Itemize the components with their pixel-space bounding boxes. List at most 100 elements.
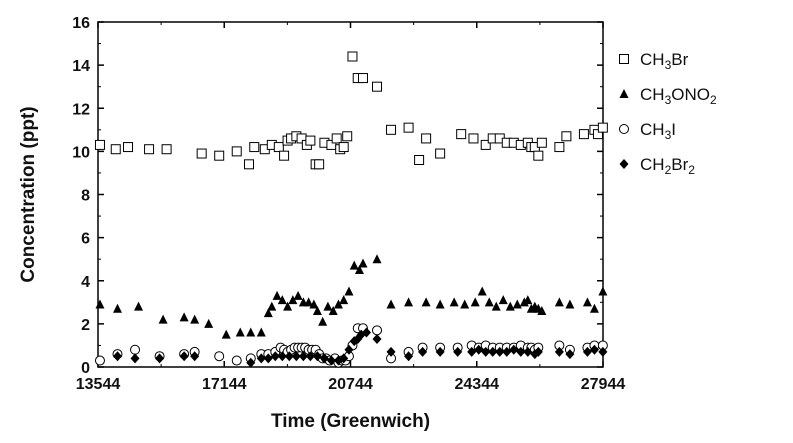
data-point xyxy=(421,297,431,307)
data-point xyxy=(246,327,256,337)
data-point xyxy=(435,299,445,309)
data-point xyxy=(339,295,349,305)
data-point xyxy=(582,297,592,307)
data-point xyxy=(372,81,383,92)
data-point xyxy=(155,353,165,364)
y-axis-title: Concentration (ppt) xyxy=(18,106,39,282)
data-point xyxy=(326,355,336,366)
data-point xyxy=(505,301,515,311)
data-point xyxy=(354,264,364,274)
data-point xyxy=(435,148,446,159)
data-point xyxy=(309,299,319,309)
data-point xyxy=(328,305,338,315)
x-tick-label: 20744 xyxy=(328,376,373,393)
series-ch3i xyxy=(94,323,608,368)
data-point xyxy=(214,351,225,362)
legend-marker xyxy=(619,124,629,134)
data-point xyxy=(474,344,484,355)
data-point xyxy=(404,351,414,362)
x-tick-label: 17144 xyxy=(202,376,247,393)
data-point xyxy=(339,353,349,364)
data-point xyxy=(277,351,287,362)
data-point xyxy=(333,299,343,309)
series-ch2br2 xyxy=(112,327,608,368)
data-point xyxy=(582,346,592,357)
data-point xyxy=(204,318,214,328)
legend-marker xyxy=(619,159,629,169)
data-point xyxy=(554,142,565,153)
data-point xyxy=(418,346,428,357)
data-point xyxy=(537,305,547,315)
data-point xyxy=(94,139,105,150)
data-point xyxy=(272,290,282,300)
data-point xyxy=(468,133,479,144)
data-point xyxy=(453,346,463,357)
data-point xyxy=(598,346,608,357)
y-tick-label: 10 xyxy=(72,144,90,161)
data-point xyxy=(561,131,572,142)
legend-marker xyxy=(619,54,629,64)
data-point xyxy=(288,295,298,305)
data-point xyxy=(305,351,315,362)
data-point xyxy=(221,329,231,339)
data-point xyxy=(523,346,533,357)
legend-marker xyxy=(619,89,629,98)
data-point xyxy=(196,148,207,159)
data-point xyxy=(144,144,155,155)
data-point xyxy=(344,286,354,296)
data-point xyxy=(421,133,432,144)
data-point xyxy=(305,135,316,146)
data-point xyxy=(318,316,328,326)
y-tick-label: 0 xyxy=(81,360,90,377)
data-point xyxy=(231,355,242,366)
data-point xyxy=(270,351,280,362)
data-point xyxy=(467,346,477,357)
legend-label: CH3I xyxy=(640,120,676,142)
data-point xyxy=(110,144,121,155)
data-point xyxy=(491,301,501,311)
y-tick-label: 2 xyxy=(81,317,90,334)
data-point xyxy=(319,353,329,364)
data-point xyxy=(298,351,308,362)
plot-frame xyxy=(97,21,604,368)
data-point xyxy=(190,351,200,362)
data-point xyxy=(484,297,494,307)
data-point xyxy=(347,51,358,62)
data-point xyxy=(358,258,368,268)
data-point xyxy=(323,301,333,311)
data-point xyxy=(246,357,256,368)
data-point xyxy=(554,346,564,357)
legend-label: CH3ONO2 xyxy=(640,85,717,107)
legend: CH3Br CH3ONO2 CH3I CH2Br2 xyxy=(619,50,717,177)
data-point xyxy=(235,327,245,337)
x-tick-label: 24344 xyxy=(455,376,500,393)
data-point xyxy=(123,142,134,153)
data-point xyxy=(554,297,564,307)
data-point xyxy=(342,131,353,142)
y-tick-label: 16 xyxy=(72,15,90,32)
data-point xyxy=(190,314,200,324)
data-point xyxy=(273,142,284,153)
data-point xyxy=(512,299,522,309)
y-tick-label: 6 xyxy=(81,231,90,248)
data-point xyxy=(214,150,225,161)
data-point xyxy=(284,351,294,362)
data-point xyxy=(112,351,122,362)
data-point xyxy=(495,346,505,357)
data-point xyxy=(470,297,480,307)
data-point xyxy=(361,327,371,338)
data-point xyxy=(331,133,342,144)
y-tick-label: 14 xyxy=(72,58,90,75)
legend-label: CH3Br xyxy=(640,50,689,72)
data-point xyxy=(312,351,322,362)
data-point xyxy=(304,297,314,307)
data-point xyxy=(386,299,396,309)
data-point xyxy=(386,124,397,135)
data-point xyxy=(95,299,105,309)
data-point xyxy=(536,137,547,148)
data-point xyxy=(435,346,445,357)
data-point xyxy=(578,129,589,140)
data-point xyxy=(279,150,290,161)
